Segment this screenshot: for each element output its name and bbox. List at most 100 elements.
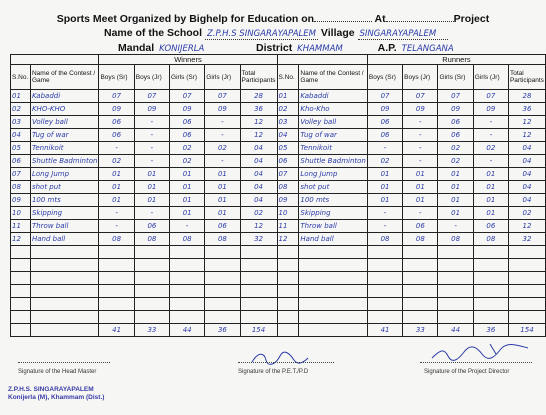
winners-total-cell: 32 (239, 232, 278, 246)
runners-bj-cell: 01 (402, 167, 439, 181)
winners-gj-cell: 08 (204, 232, 241, 246)
runners-gs-cell: 06 (437, 128, 474, 142)
winners-bs-cell: - (98, 141, 135, 155)
winners-bs-cell: 01 (98, 193, 135, 207)
runners-bj-cell: - (402, 141, 439, 155)
table-row: 02 KHO-KHO 09 09 09 09 36 02 Kho-Kho 09 09 09 09 36 (10, 102, 546, 116)
runners-total-bj: 33 (402, 323, 439, 337)
winners-bj-cell: 08 (133, 232, 171, 246)
runners-bj-cell: 07 (402, 89, 439, 103)
winners-col-header: Boys (Jr) (133, 64, 171, 90)
winners-total-cell: 36 (239, 102, 278, 116)
winners-gs-cell: 01 (169, 193, 206, 207)
runners-total-cell: 04 (507, 180, 546, 194)
runners-game-cell: Skipping (298, 206, 368, 220)
runners-gj-cell: 01 (472, 180, 509, 194)
table-row: 03 Volley ball 06-06-12 03 Volley ball 06-06-… (10, 115, 546, 129)
runners-game-cell: Shuttle Badminton (298, 154, 368, 168)
winners-heading: Winners (98, 54, 278, 65)
runners-gs-cell: 01 (437, 206, 474, 220)
winners-gj-cell: 09 (204, 102, 241, 116)
winners-sno-cell: 07 (10, 167, 31, 181)
winners-sno-cell: 10 (10, 206, 31, 220)
runners-gj-cell: 01 (472, 206, 509, 220)
results-table: Winners Runners S.No. Name of the Contest… (9, 54, 546, 337)
winners-gs-cell: 02 (169, 154, 206, 168)
runners-game-cell: Long Jump (298, 167, 368, 181)
runners-gs-cell: 01 (437, 193, 474, 207)
winners-sno-cell: 09 (10, 193, 31, 207)
runners-bj-cell: - (402, 206, 439, 220)
runners-bs-cell: 02 (366, 154, 404, 168)
winners-game-cell: 100 mts (29, 193, 100, 207)
winners-bs-cell: - (98, 206, 135, 220)
winners-total-cell: 12 (239, 128, 278, 142)
runners-gs-cell: 01 (437, 180, 474, 194)
runners-bj-cell: 06 (402, 219, 439, 233)
runners-col-header: Boys (Sr) (366, 64, 404, 90)
winners-sno-cell: 08 (10, 180, 31, 194)
winners-bs-cell: 09 (98, 102, 135, 116)
winners-gj-cell: 02 (204, 141, 241, 155)
winners-sno-cell: 04 (10, 128, 31, 142)
winners-total-gs: 44 (169, 323, 206, 337)
winners-gs-cell: 01 (169, 167, 206, 181)
winners-total-cell: 04 (239, 141, 278, 155)
runners-sno-cell: 02 (276, 102, 300, 116)
winners-bs-cell: 01 (98, 180, 135, 194)
runners-gs-cell: 01 (437, 167, 474, 181)
runners-sno-cell: 04 (276, 128, 300, 142)
pet-signature (251, 351, 309, 365)
runners-total-cell: 02 (507, 206, 546, 220)
winners-gj-cell: - (204, 115, 241, 129)
runners-sno-cell: 10 (276, 206, 300, 220)
school-stamp: Z.P.H.S. SINGARAYAPALEM Konijerla (M), K… (8, 386, 105, 401)
winners-game-cell: Skipping (29, 206, 100, 220)
winners-total-cell: 02 (239, 206, 278, 220)
winners-game-cell: KHO-KHO (29, 102, 100, 116)
runners-total-gs: 44 (437, 323, 474, 337)
winners-sno-cell: 12 (10, 232, 31, 246)
runners-sno-cell: 07 (276, 167, 300, 181)
runners-gs-cell: 08 (437, 232, 474, 246)
winners-bs-cell: 01 (98, 167, 135, 181)
winners-game-cell: shot put (29, 180, 100, 194)
venue-blank (385, 12, 454, 22)
runners-sno-cell: 03 (276, 115, 300, 129)
runners-bj-cell: - (402, 128, 439, 142)
winners-game-cell: Shuttle Badminton (29, 154, 100, 168)
runners-total-cell: 12 (507, 128, 546, 142)
winners-game-cell: Long Jump (29, 167, 100, 181)
runners-bj-cell: 09 (402, 102, 439, 116)
runners-gj-cell: 09 (472, 102, 509, 116)
winners-gs-cell: 01 (169, 206, 206, 220)
runners-sno-cell: 11 (276, 219, 300, 233)
winners-bs-cell: 06 (98, 128, 135, 142)
runners-bj-cell: 01 (402, 193, 439, 207)
runners-sno-cell: 01 (276, 89, 300, 103)
runners-bs-cell: 07 (366, 89, 404, 103)
runners-game-cell: Kabaddi (298, 89, 368, 103)
empty-row (10, 245, 546, 259)
runners-col-header: Name of the Contest / Game (298, 64, 368, 90)
winners-bj-cell: 09 (133, 102, 171, 116)
winners-game-cell: Tennikoit (29, 141, 100, 155)
runners-gs-cell: - (437, 219, 474, 233)
winners-gj-cell: 07 (204, 89, 241, 103)
winners-gj-cell: 06 (204, 219, 241, 233)
winners-total-sno (10, 323, 31, 337)
runners-total-cell: 04 (507, 167, 546, 181)
head-master-signature-label: Signature of the Head Master (18, 369, 97, 375)
empty-row (10, 310, 546, 324)
runners-col-header: Girls (Sr) (437, 64, 474, 90)
winners-total-cell: 04 (239, 193, 278, 207)
runners-gs-cell: 09 (437, 102, 474, 116)
runners-total-cell: 04 (507, 141, 546, 155)
director-signature (431, 343, 529, 361)
winners-bj-cell: - (133, 154, 171, 168)
winners-bj-cell: 01 (133, 180, 171, 194)
empty-row (10, 258, 546, 272)
winners-gs-cell: 08 (169, 232, 206, 246)
runners-bs-cell: - (366, 141, 404, 155)
winners-col-header: Boys (Sr) (98, 64, 135, 90)
